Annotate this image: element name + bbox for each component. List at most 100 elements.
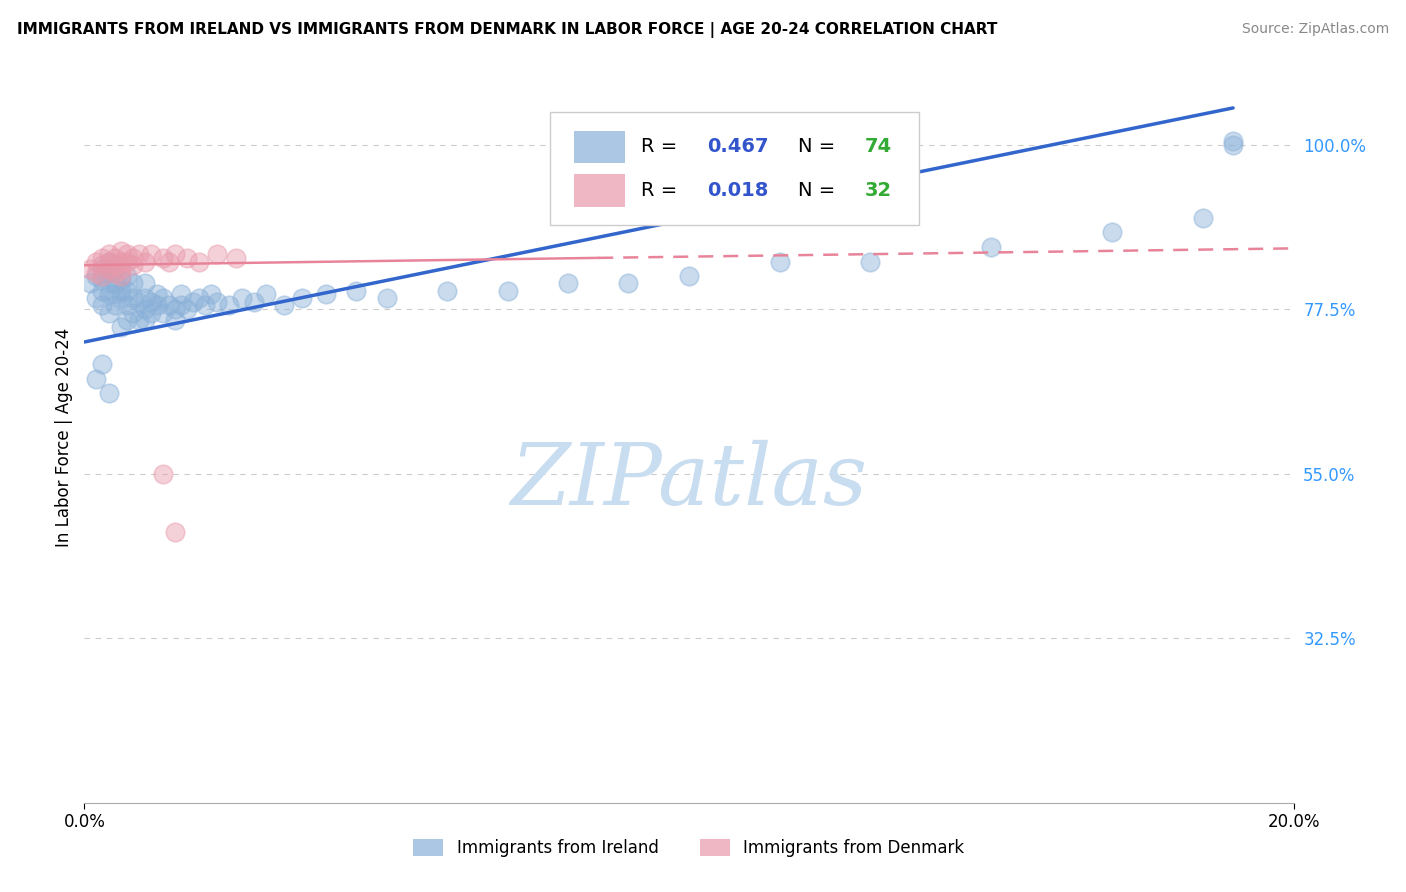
Point bbox=[152, 306, 174, 320]
Text: 32: 32 bbox=[865, 181, 891, 200]
Point bbox=[769, 254, 792, 268]
Point bbox=[104, 298, 127, 312]
Point bbox=[91, 357, 114, 371]
Text: Source: ZipAtlas.com: Source: ZipAtlas.com bbox=[1241, 22, 1389, 37]
Point bbox=[1101, 225, 1123, 239]
Point bbox=[97, 254, 120, 268]
Point bbox=[121, 306, 143, 320]
Point bbox=[97, 266, 120, 280]
Point bbox=[152, 467, 174, 481]
Point bbox=[375, 291, 398, 305]
Point bbox=[165, 525, 187, 540]
Point bbox=[139, 294, 162, 309]
Point bbox=[110, 244, 132, 258]
FancyBboxPatch shape bbox=[550, 112, 918, 225]
Point bbox=[115, 284, 138, 298]
Point bbox=[97, 261, 120, 276]
Point bbox=[225, 251, 247, 265]
Point bbox=[86, 254, 108, 268]
Point bbox=[980, 240, 1002, 254]
Point bbox=[115, 298, 138, 312]
Point bbox=[678, 269, 700, 284]
Point bbox=[176, 301, 198, 317]
Point bbox=[104, 266, 127, 280]
Point bbox=[207, 247, 229, 261]
Point bbox=[273, 298, 295, 312]
Point bbox=[188, 291, 211, 305]
Legend: Immigrants from Ireland, Immigrants from Denmark: Immigrants from Ireland, Immigrants from… bbox=[406, 832, 972, 864]
Point bbox=[139, 306, 162, 320]
Point bbox=[110, 269, 132, 284]
Point bbox=[104, 287, 127, 301]
Point bbox=[165, 301, 187, 317]
Y-axis label: In Labor Force | Age 20-24: In Labor Force | Age 20-24 bbox=[55, 327, 73, 547]
Point bbox=[254, 287, 277, 301]
FancyBboxPatch shape bbox=[574, 175, 624, 207]
Point bbox=[91, 251, 114, 265]
Point bbox=[121, 277, 143, 291]
Point bbox=[1222, 134, 1244, 148]
Point bbox=[152, 291, 174, 305]
Point bbox=[152, 251, 174, 265]
Point bbox=[86, 291, 108, 305]
Point bbox=[110, 320, 132, 334]
FancyBboxPatch shape bbox=[574, 130, 624, 163]
Point bbox=[91, 258, 114, 272]
Point bbox=[115, 254, 138, 268]
Point bbox=[170, 298, 193, 312]
Point bbox=[165, 247, 187, 261]
Point bbox=[97, 247, 120, 261]
Point bbox=[1222, 137, 1244, 152]
Point bbox=[86, 266, 108, 280]
Point bbox=[79, 261, 101, 276]
Text: N =: N = bbox=[797, 137, 841, 156]
Point bbox=[115, 269, 138, 284]
Point bbox=[218, 298, 240, 312]
Point bbox=[110, 291, 132, 305]
Point bbox=[91, 261, 114, 276]
Point bbox=[110, 254, 132, 268]
Text: 74: 74 bbox=[865, 137, 891, 156]
Point bbox=[139, 247, 162, 261]
Point bbox=[115, 313, 138, 327]
Point bbox=[165, 313, 187, 327]
Point bbox=[496, 284, 519, 298]
Point bbox=[436, 284, 458, 298]
Point bbox=[97, 386, 120, 401]
Point bbox=[104, 277, 127, 291]
Text: R =: R = bbox=[641, 137, 683, 156]
Text: N =: N = bbox=[797, 181, 841, 200]
Point bbox=[97, 277, 120, 291]
Point bbox=[97, 254, 120, 268]
Point bbox=[91, 269, 114, 284]
Point bbox=[128, 294, 150, 309]
Point bbox=[134, 291, 156, 305]
Point bbox=[110, 261, 132, 276]
Point bbox=[134, 277, 156, 291]
Text: 0.467: 0.467 bbox=[707, 137, 769, 156]
Point bbox=[134, 301, 156, 317]
Point bbox=[859, 254, 882, 268]
Point bbox=[242, 294, 264, 309]
Point bbox=[104, 251, 127, 265]
Point bbox=[291, 291, 314, 305]
Point bbox=[134, 313, 156, 327]
Point bbox=[128, 313, 150, 327]
Point bbox=[110, 284, 132, 298]
Point bbox=[134, 254, 156, 268]
Point bbox=[86, 269, 108, 284]
Point bbox=[557, 277, 579, 291]
Point bbox=[115, 247, 138, 261]
Point bbox=[157, 298, 180, 312]
Point bbox=[79, 277, 101, 291]
Point bbox=[157, 254, 180, 268]
Point bbox=[1192, 211, 1215, 225]
Point bbox=[315, 287, 337, 301]
Point bbox=[104, 258, 127, 272]
Point bbox=[207, 294, 229, 309]
Point bbox=[181, 294, 204, 309]
Point bbox=[146, 298, 169, 312]
Point bbox=[104, 261, 127, 276]
Text: 0.018: 0.018 bbox=[707, 181, 769, 200]
Point bbox=[121, 251, 143, 265]
